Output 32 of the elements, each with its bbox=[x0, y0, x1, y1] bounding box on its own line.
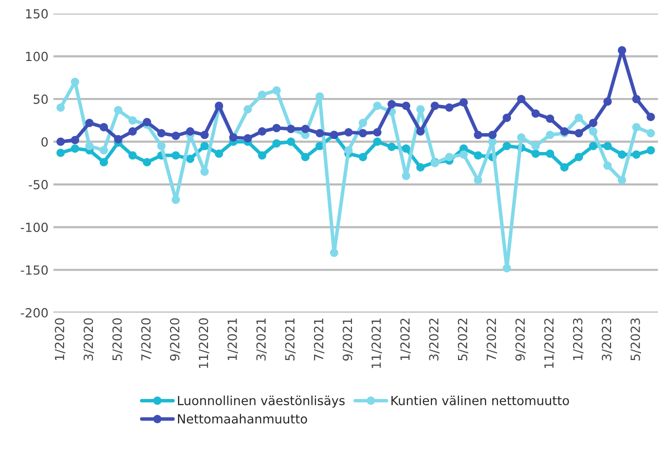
x-tick-label: 9/2021 bbox=[342, 318, 354, 361]
x-tick-label: 5/2023 bbox=[630, 318, 641, 360]
y-tick-label: -100 bbox=[20, 222, 48, 232]
x-tick-label: 5/2022 bbox=[458, 318, 468, 360]
legend-label: Luonnollinen väestönlisäys bbox=[178, 396, 345, 408]
x-tick-label: 9/2020 bbox=[170, 318, 180, 361]
x-tick-label: 1/2021 bbox=[228, 318, 238, 360]
x-tick-label: 5/2020 bbox=[112, 318, 123, 360]
legend-label: Nettomaahanmuutto bbox=[178, 414, 308, 424]
y-tick-label: 100 bbox=[26, 52, 48, 62]
x-tick-label: 3/2021 bbox=[256, 318, 267, 360]
x-tick-label: 7/2020 bbox=[141, 318, 152, 360]
y-tick-label: 50 bbox=[34, 94, 48, 104]
x-tick-label: 7/2022 bbox=[486, 318, 498, 360]
x-tick-label: 3/2022 bbox=[429, 318, 440, 360]
x-tick-label: 5/2021 bbox=[285, 318, 296, 360]
y-tick-label: -150 bbox=[20, 265, 48, 275]
x-tick-label: 11/2021 bbox=[371, 318, 382, 368]
legend-label: Kuntien välinen nettomuutto bbox=[391, 396, 569, 406]
x-tick-label: 9/2022 bbox=[515, 318, 526, 361]
x-tick-label: 1/2022 bbox=[400, 318, 411, 360]
y-tick-label: 0 bbox=[41, 137, 48, 147]
x-tick-label: 3/2020 bbox=[84, 318, 94, 360]
x-tick-label: 1/2020 bbox=[54, 318, 66, 360]
x-tick-label: 11/2022 bbox=[544, 318, 555, 368]
x-tick-label: 11/2020 bbox=[198, 318, 210, 368]
y-tick-label: -50 bbox=[28, 180, 48, 190]
x-tick-label: 1/2023 bbox=[572, 318, 584, 360]
y-tick-label: 150 bbox=[26, 9, 48, 19]
y-tick-label: -200 bbox=[20, 308, 48, 318]
x-tick-label: 3/2023 bbox=[602, 318, 612, 360]
x-tick-label: 7/2021 bbox=[314, 318, 324, 360]
